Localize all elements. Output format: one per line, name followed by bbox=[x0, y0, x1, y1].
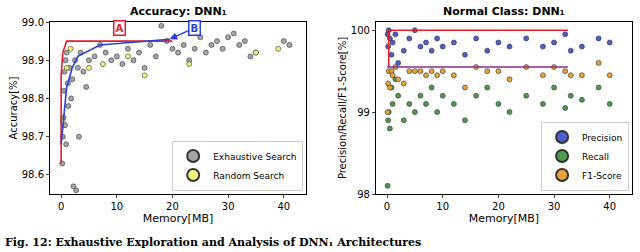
svg-text:A: A bbox=[116, 23, 124, 34]
svg-text:Accuracy: DNN₁: Accuracy: DNN₁ bbox=[130, 5, 227, 18]
svg-text:40: 40 bbox=[603, 201, 616, 212]
svg-text:99: 99 bbox=[357, 107, 370, 118]
svg-text:Normal Class: DNN₁: Normal Class: DNN₁ bbox=[443, 5, 565, 18]
svg-text:30: 30 bbox=[548, 201, 561, 212]
svg-text:0: 0 bbox=[58, 201, 64, 212]
svg-text:Precision/Recall/F1-Score[%]: Precision/Recall/F1-Score[%] bbox=[337, 37, 348, 179]
svg-text:B: B bbox=[191, 23, 199, 34]
svg-text:30: 30 bbox=[222, 201, 235, 212]
svg-text:Precision: Precision bbox=[582, 133, 622, 143]
svg-text:Fig. 12: Exhaustive Exploratio: Fig. 12: Exhaustive Exploration and Anal… bbox=[5, 236, 421, 249]
svg-text:10: 10 bbox=[110, 201, 123, 212]
svg-text:Accuracy[%]: Accuracy[%] bbox=[8, 76, 19, 139]
svg-text:Exhaustive Search: Exhaustive Search bbox=[213, 152, 296, 162]
svg-text:Memory[MB]: Memory[MB] bbox=[143, 212, 213, 225]
svg-text:98.6: 98.6 bbox=[22, 169, 44, 180]
svg-text:100: 100 bbox=[351, 25, 370, 36]
svg-text:20: 20 bbox=[492, 201, 505, 212]
svg-text:98.8: 98.8 bbox=[22, 93, 44, 104]
svg-text:98.9: 98.9 bbox=[22, 55, 44, 66]
svg-text:99.0: 99.0 bbox=[22, 17, 44, 28]
svg-text:Random Search: Random Search bbox=[213, 171, 284, 181]
svg-text:40: 40 bbox=[277, 201, 290, 212]
svg-text:20: 20 bbox=[166, 201, 179, 212]
svg-text:10: 10 bbox=[436, 201, 449, 212]
svg-text:98.7: 98.7 bbox=[22, 131, 44, 142]
svg-text:F1-Score: F1-Score bbox=[582, 171, 622, 181]
svg-text:0: 0 bbox=[384, 201, 390, 212]
svg-text:98: 98 bbox=[357, 189, 370, 200]
svg-text:Memory[MB]: Memory[MB] bbox=[469, 212, 539, 225]
svg-text:Recall: Recall bbox=[582, 152, 609, 162]
